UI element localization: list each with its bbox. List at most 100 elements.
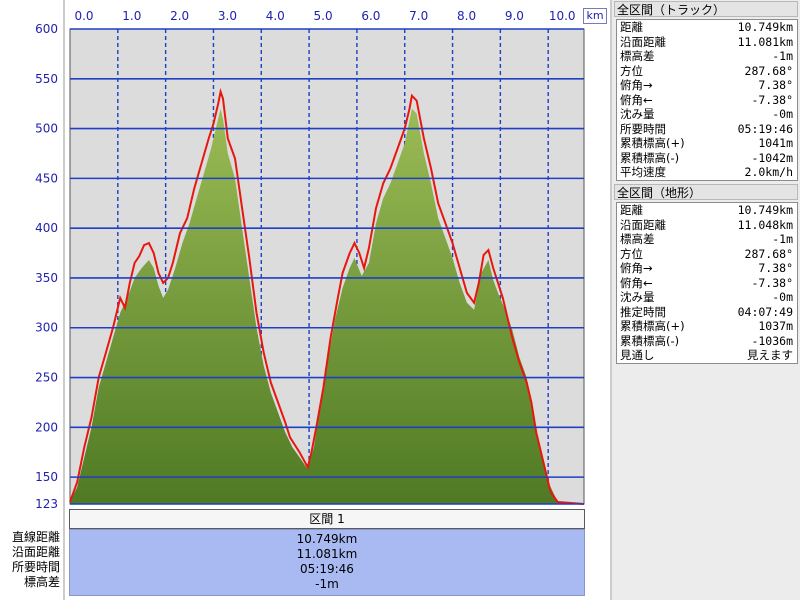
stat-row: 俯角← -7.38°: [617, 93, 797, 108]
y-tick-label: 123: [35, 497, 58, 511]
stat-value: 見えます: [747, 348, 793, 362]
elevation-chart[interactable]: 0.0 1.0 2.0 3.0 4.0 5.0 6.0 7.0 8.0 9.0 10.0 600 55…: [0, 0, 612, 600]
stat-value: 10.749km: [737, 20, 793, 34]
y-tick-label: 500: [35, 122, 58, 136]
y-tick-label: 600: [35, 22, 58, 36]
track-panel-title: 全区間（トラック）: [614, 1, 798, 17]
x-tick-label: 0.0: [74, 9, 93, 23]
stat-label: 標高差: [620, 49, 655, 63]
stat-label: 俯角←: [620, 275, 653, 290]
stat-label: 見通し: [620, 348, 655, 362]
horizontal-gridlines: [70, 28, 584, 505]
stat-label: 方位: [620, 63, 643, 78]
stat-label: 沿面距離: [620, 34, 666, 49]
stat-value: -1042m: [751, 150, 793, 165]
stat-value: 1037m: [758, 319, 793, 333]
y-tick-label: 550: [35, 72, 58, 86]
y-axis-strip: [0, 0, 62, 600]
stats-panel: 全区間（トラック） 距離 10.749km 沿面距離 11.081km 標高差 -1m 方位…: [612, 0, 800, 600]
stat-row: 沿面距離 11.048km: [617, 218, 797, 233]
stat-row: 俯角→ 7.38°: [617, 78, 797, 93]
stat-row: 標高差 -1m: [617, 49, 797, 64]
stat-row: 沈み量 -0m: [617, 290, 797, 305]
y-tick-label: 450: [35, 171, 58, 185]
stat-value: -1m: [772, 232, 793, 246]
x-tick-label: 7.0: [409, 9, 428, 23]
summary-label-elapsed-time: 所要時間: [11, 560, 60, 574]
x-tick-label: 3.0: [218, 9, 237, 23]
terrain-area: [70, 108, 584, 504]
stat-row: 累積標高(-) -1042m: [617, 151, 797, 166]
stat-value: 04:07:49: [737, 304, 793, 319]
track-line: [69, 87, 585, 505]
stat-value: 2.0km/h: [744, 165, 793, 179]
track-stats-table: 距離 10.749km 沿面距離 11.081km 標高差 -1m 方位 287.68° 俯角→…: [616, 19, 798, 181]
summary-elapsed-time: 05:19:46: [300, 562, 354, 576]
stat-label: 累積標高(-): [620, 150, 680, 165]
stat-row: 沈み量 -0m: [617, 107, 797, 122]
stat-row: 平均速度 2.0km/h: [617, 165, 797, 180]
stat-value: -1036m: [751, 333, 793, 348]
x-tick-label: 5.0: [314, 9, 333, 23]
y-tick-label: 400: [35, 221, 58, 235]
stat-value: -0m: [772, 107, 793, 121]
x-tick-label: 2.0: [170, 9, 189, 23]
summary-label-straight-distance: 直線距離: [11, 530, 60, 544]
stat-label: 俯角←: [620, 92, 653, 107]
stat-row: 俯角→ 7.38°: [617, 261, 797, 276]
y-tick-label: 250: [35, 371, 58, 385]
stat-row: 累積標高(-) -1036m: [617, 334, 797, 349]
y-tick-labels: 600 550 500 450 400 350 300 250 200 150 123: [35, 22, 58, 511]
summary-label-elevation-diff: 標高差: [23, 575, 60, 589]
x-unit-label: km: [583, 8, 607, 24]
y-tick-label: 300: [35, 321, 58, 335]
stat-value: -7.38°: [751, 92, 793, 107]
terrain-stats-table: 距離 10.749km 沿面距離 11.048km 標高差 -1m 方位 287.68° 俯角→…: [616, 202, 798, 364]
summary-elevation-diff: -1m: [315, 577, 339, 591]
x-tick-label: 8.0: [457, 9, 476, 23]
stat-label: 方位: [620, 246, 643, 261]
x-tick-label: 4.0: [266, 9, 285, 23]
y-tick-label: 150: [35, 470, 58, 484]
stat-value: 287.68°: [744, 246, 793, 261]
stat-value: 11.081km: [737, 34, 793, 49]
stat-row: 距離 10.749km: [617, 20, 797, 35]
stat-value: 11.048km: [737, 217, 793, 232]
x-tick-label: 10.0: [549, 9, 576, 23]
stat-row: 所要時間 05:19:46: [617, 122, 797, 137]
stat-value: -0m: [772, 290, 793, 304]
stat-label: 累積標高(-): [620, 333, 680, 348]
stat-value: 1041m: [758, 136, 793, 150]
x-tick-label: 6.0: [361, 9, 380, 23]
section-summary: 10.749km 11.081km 05:19:46 -1m: [69, 529, 585, 596]
stat-row: 標高差 -1m: [617, 232, 797, 247]
stat-row: 方位 287.68°: [617, 64, 797, 79]
stat-value: 10.749km: [737, 203, 793, 217]
stat-row: 俯角← -7.38°: [617, 276, 797, 291]
stat-label: 所要時間: [620, 121, 666, 136]
terrain-panel-title: 全区間（地形）: [614, 184, 798, 200]
stat-label: 推定時間: [620, 304, 666, 319]
summary-surface-distance: 11.081km: [296, 547, 358, 561]
stat-row: 累積標高(+) 1041m: [617, 136, 797, 151]
section-title: 区間 1: [69, 509, 585, 529]
y-tick-label: 200: [35, 420, 58, 434]
y-tick-label: 350: [35, 271, 58, 285]
x-tick-label: 9.0: [505, 9, 524, 23]
stat-label: 沿面距離: [620, 217, 666, 232]
stat-label: 俯角→: [620, 261, 653, 275]
x-tick-labels: 0.0 1.0 2.0 3.0 4.0 5.0 6.0 7.0 8.0 9.0 10.0: [74, 9, 575, 23]
stat-value: 287.68°: [744, 63, 793, 78]
summary-straight-distance: 10.749km: [296, 532, 358, 546]
stat-row: 距離 10.749km: [617, 203, 797, 218]
stat-label: 沈み量: [620, 290, 655, 304]
stat-label: 累積標高(+): [620, 136, 685, 150]
stat-value: 05:19:46: [737, 121, 793, 136]
stat-row: 推定時間 04:07:49: [617, 305, 797, 320]
stat-row: 累積標高(+) 1037m: [617, 319, 797, 334]
stat-row: 沿面距離 11.081km: [617, 35, 797, 50]
stat-label: 距離: [620, 203, 643, 217]
stat-label: 俯角→: [620, 78, 653, 92]
stat-label: 標高差: [620, 232, 655, 246]
stat-value: -1m: [772, 49, 793, 63]
